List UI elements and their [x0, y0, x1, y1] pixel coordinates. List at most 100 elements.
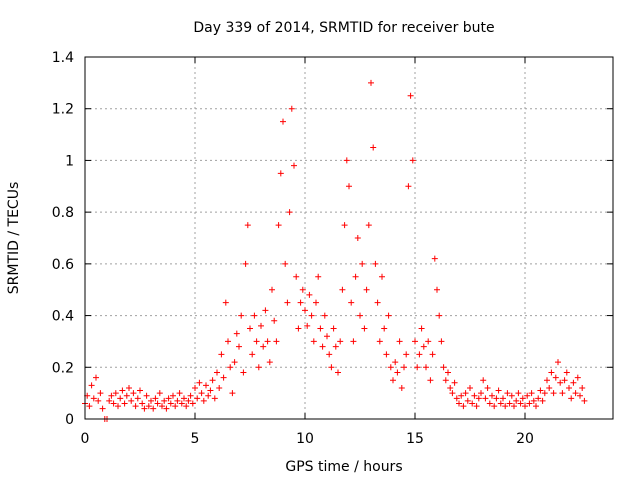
data-point	[574, 374, 581, 381]
data-point	[275, 222, 282, 229]
data-point	[324, 333, 330, 340]
data-point	[506, 400, 513, 407]
data-point	[255, 364, 262, 371]
data-point	[306, 291, 313, 298]
data-point	[183, 403, 190, 410]
data-point	[511, 403, 517, 410]
data-point	[374, 299, 381, 306]
data-point	[262, 307, 269, 314]
data-point	[526, 400, 533, 407]
data-point	[379, 273, 385, 280]
data-point	[579, 384, 586, 391]
data-point	[251, 312, 258, 319]
data-point	[189, 400, 196, 407]
data-point	[123, 392, 130, 399]
data-point	[390, 377, 396, 384]
data-point	[288, 105, 295, 112]
data-point	[495, 387, 502, 394]
data-point	[368, 79, 374, 86]
data-point	[319, 343, 326, 350]
plot-frame	[84, 56, 614, 420]
data-point	[117, 395, 124, 402]
data-point	[445, 369, 451, 376]
data-point	[394, 369, 401, 376]
data-point	[561, 377, 568, 384]
data-point	[581, 397, 588, 404]
data-point	[385, 312, 392, 319]
data-point	[383, 351, 390, 358]
data-point	[244, 222, 251, 229]
data-point	[482, 395, 489, 402]
data-point	[277, 170, 284, 177]
data-point	[269, 286, 275, 293]
data-point	[225, 338, 231, 345]
data-point	[317, 325, 324, 332]
data-point	[381, 325, 388, 332]
data-point	[438, 338, 445, 345]
data-point	[143, 392, 150, 399]
data-point	[227, 364, 234, 371]
data-point	[284, 299, 291, 306]
data-point	[427, 377, 434, 384]
data-point	[297, 299, 304, 306]
data-point	[405, 183, 412, 190]
data-point	[376, 338, 383, 345]
data-point	[295, 325, 302, 332]
data-point	[548, 369, 555, 376]
data-point	[196, 379, 203, 386]
axis-ticks: 0 0.2 0.4 0.6 0.8 1 1.2 1.4 0 5 10 15 20	[52, 50, 613, 447]
data-point	[416, 351, 423, 358]
data-point	[343, 157, 350, 164]
data-point	[115, 403, 121, 410]
data-point	[247, 325, 253, 332]
data-point	[460, 403, 467, 410]
data-point	[500, 395, 506, 402]
data-point	[145, 403, 152, 410]
data-point	[99, 405, 106, 412]
data-point	[128, 397, 135, 404]
data-point	[291, 162, 297, 169]
data-point	[420, 343, 427, 350]
data-point	[170, 392, 176, 399]
data-point	[194, 395, 201, 402]
x-tick-label: 20	[516, 431, 534, 447]
y-tick-label: 0.2	[52, 360, 74, 376]
data-point	[456, 400, 462, 407]
data-point	[88, 382, 95, 389]
data-point	[398, 384, 405, 391]
data-point	[473, 403, 480, 410]
data-point	[447, 384, 454, 391]
data-point	[174, 397, 181, 404]
data-point	[315, 273, 322, 280]
data-point	[515, 390, 522, 397]
data-point	[211, 395, 218, 402]
data-point	[258, 322, 264, 329]
data-point	[335, 369, 341, 376]
data-point	[559, 390, 566, 397]
data-point	[425, 338, 432, 345]
data-point	[350, 338, 357, 345]
data-point	[453, 395, 460, 402]
data-point	[524, 392, 531, 399]
data-point	[192, 384, 198, 391]
x-tick-label: 5	[191, 431, 200, 447]
data-point	[159, 403, 165, 410]
data-point	[568, 395, 575, 402]
data-point	[346, 183, 352, 190]
data-point	[440, 364, 447, 371]
data-point	[352, 273, 359, 280]
y-tick-label: 1	[65, 153, 74, 169]
data-point	[264, 338, 271, 345]
data-point	[154, 400, 161, 407]
chart-title: Day 339 of 2014, SRMTID for receiver but…	[193, 20, 494, 36]
data-point	[150, 405, 157, 412]
data-point	[187, 392, 194, 399]
data-point	[339, 286, 346, 293]
data-point	[165, 395, 172, 402]
data-point	[502, 403, 509, 410]
data-point	[214, 369, 220, 376]
data-point	[163, 405, 170, 412]
data-point	[539, 397, 546, 404]
data-point	[198, 390, 205, 397]
